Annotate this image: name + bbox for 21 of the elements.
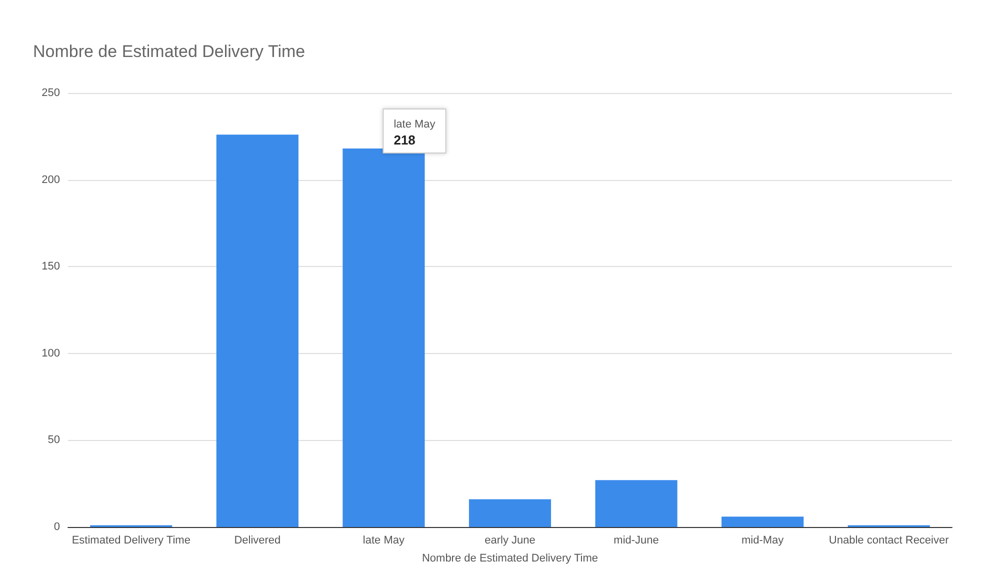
y-tick-label: 250 bbox=[42, 87, 60, 99]
x-axis-title: Nombre de Estimated Delivery Time bbox=[422, 552, 598, 564]
chart-title: Nombre de Estimated Delivery Time bbox=[33, 42, 306, 61]
y-tick-label: 150 bbox=[42, 260, 60, 273]
bar bbox=[595, 480, 678, 527]
bar bbox=[216, 134, 298, 527]
x-tick-label: Unable contact Receiver bbox=[828, 534, 950, 546]
x-tick-label: mid-May bbox=[741, 534, 784, 546]
category-label: late May bbox=[394, 118, 436, 131]
x-tick-label: mid-June bbox=[614, 534, 659, 546]
bar bbox=[468, 499, 552, 527]
data-label: 218 bbox=[394, 132, 416, 148]
y-tick-label: 200 bbox=[42, 174, 60, 186]
x-tick-label: late May bbox=[362, 534, 405, 546]
y-tick-label: 0 bbox=[54, 521, 60, 533]
bar bbox=[722, 516, 804, 527]
x-tick-label: Delivered bbox=[234, 534, 281, 546]
x-tick-label: early June bbox=[484, 534, 536, 546]
x-tick-label: Estimated Delivery Time bbox=[72, 534, 190, 546]
y-tick-label: 50 bbox=[48, 434, 60, 446]
y-tick-label: 100 bbox=[42, 347, 60, 360]
